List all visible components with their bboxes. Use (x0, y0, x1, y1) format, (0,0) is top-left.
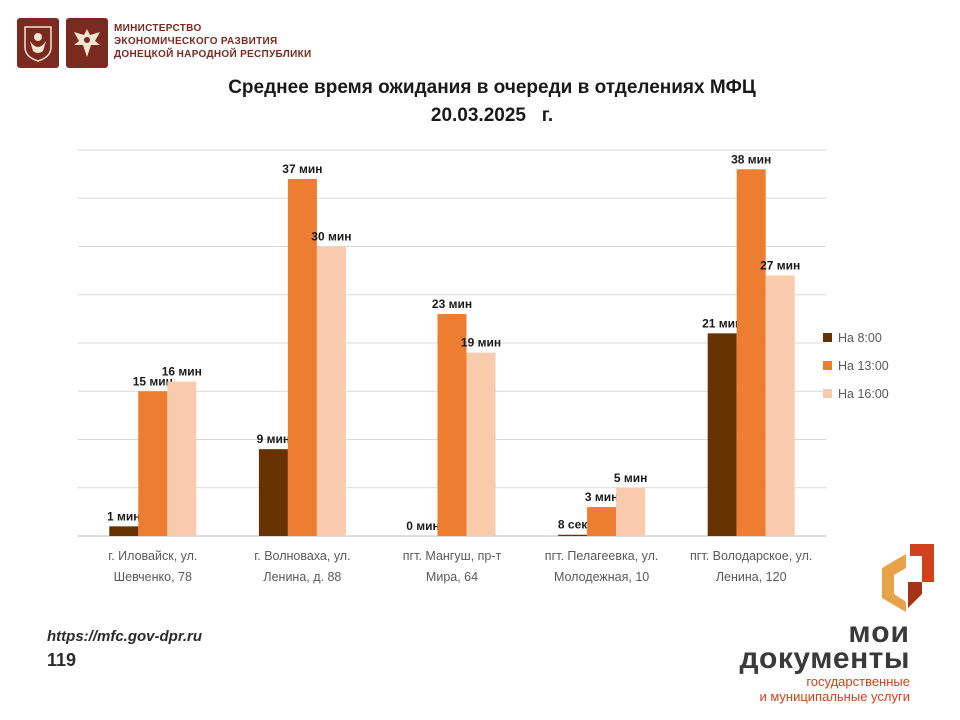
x-tick-label: г. Волноваха, ул. (254, 549, 350, 563)
data-label: 3 мин (585, 490, 619, 504)
data-label: 27 мин (760, 258, 800, 272)
bar (167, 381, 197, 536)
bar (466, 352, 496, 536)
x-tick-label: Шевченко, 78 (114, 570, 192, 584)
chart-title-line: Среднее время ожидания в очереди в отдел… (228, 77, 756, 98)
ministry-line: МИНИСТЕРСТВО (114, 23, 202, 34)
ministry-line: ЭКОНОМИЧЕСКОГО РАЗВИТИЯ (114, 36, 278, 47)
x-tick-label: пгт. Володарское, ул. (690, 549, 812, 563)
brand-tagline: государственные (806, 674, 910, 689)
data-label: 1 мин (107, 509, 141, 523)
data-label: 16 мин (162, 365, 202, 379)
x-tick-label: пгт. Мангуш, пр-т (403, 549, 502, 563)
bar (765, 275, 795, 536)
bar (287, 178, 317, 536)
x-tick-label: пгт. Пелагеевка, ул. (545, 549, 659, 563)
bar (707, 333, 737, 536)
brand-line-moi: мои (848, 616, 910, 649)
brand-line-dokumenty: документы (739, 642, 910, 675)
legend-swatch (823, 361, 832, 370)
x-tick-label: Молодежная, 10 (554, 570, 649, 584)
legend-label: На 13:00 (838, 359, 889, 373)
x-tick-label: г. Иловайск, ул. (108, 549, 197, 563)
data-label: 9 мин (257, 432, 291, 446)
brand-tagline: и муниципальные услуги (759, 689, 910, 704)
bar (616, 487, 646, 536)
data-label: 8 сек (558, 518, 588, 532)
bar (138, 391, 168, 536)
legend-swatch (823, 389, 832, 398)
data-label: 21 мин (702, 316, 742, 330)
bar (109, 526, 139, 536)
bar (258, 449, 288, 536)
data-label: 5 мин (614, 471, 648, 485)
bar (437, 314, 467, 536)
ministry-name: МИНИСТЕРСТВО ЭКОНОМИЧЕСКОГО РАЗВИТИЯ ДОН… (114, 22, 374, 61)
x-tick-label: Ленина, 120 (716, 570, 787, 584)
data-label: 19 мин (461, 336, 501, 350)
coat-of-arms-icon (17, 18, 59, 68)
data-label: 37 мин (282, 162, 322, 176)
legend-label: На 16:00 (838, 387, 889, 401)
website-link[interactable]: https://mfc.gov-dpr.ru (47, 628, 202, 645)
x-tick-label: Мира, 64 (426, 570, 478, 584)
legend-label: На 8:00 (838, 331, 882, 345)
eagle-emblem-icon (66, 18, 108, 68)
bar (316, 246, 346, 536)
chart-title: Среднее время ожидания в очереди в отдел… (0, 74, 960, 130)
bar (736, 169, 766, 537)
bar (558, 534, 588, 536)
bar (587, 507, 617, 536)
brand-logo: мои документы государственные и муниципа… (700, 540, 950, 710)
data-label: 0 мин (406, 519, 440, 533)
legend-swatch (823, 333, 832, 342)
phone-number: 119 (47, 650, 77, 670)
data-label: 30 мин (311, 230, 351, 244)
moi-dokumenty-logo-icon (882, 544, 934, 612)
data-label: 15 мин (133, 374, 173, 388)
x-tick-label: Ленина, д. 88 (263, 570, 341, 584)
data-label: 38 мин (731, 152, 771, 166)
ministry-line: ДОНЕЦКОЙ НАРОДНОЙ РЕСПУБЛИКИ (114, 49, 312, 60)
data-label: 23 мин (432, 297, 472, 311)
chart-title-date: 20.03.2025 г. (430, 105, 554, 126)
